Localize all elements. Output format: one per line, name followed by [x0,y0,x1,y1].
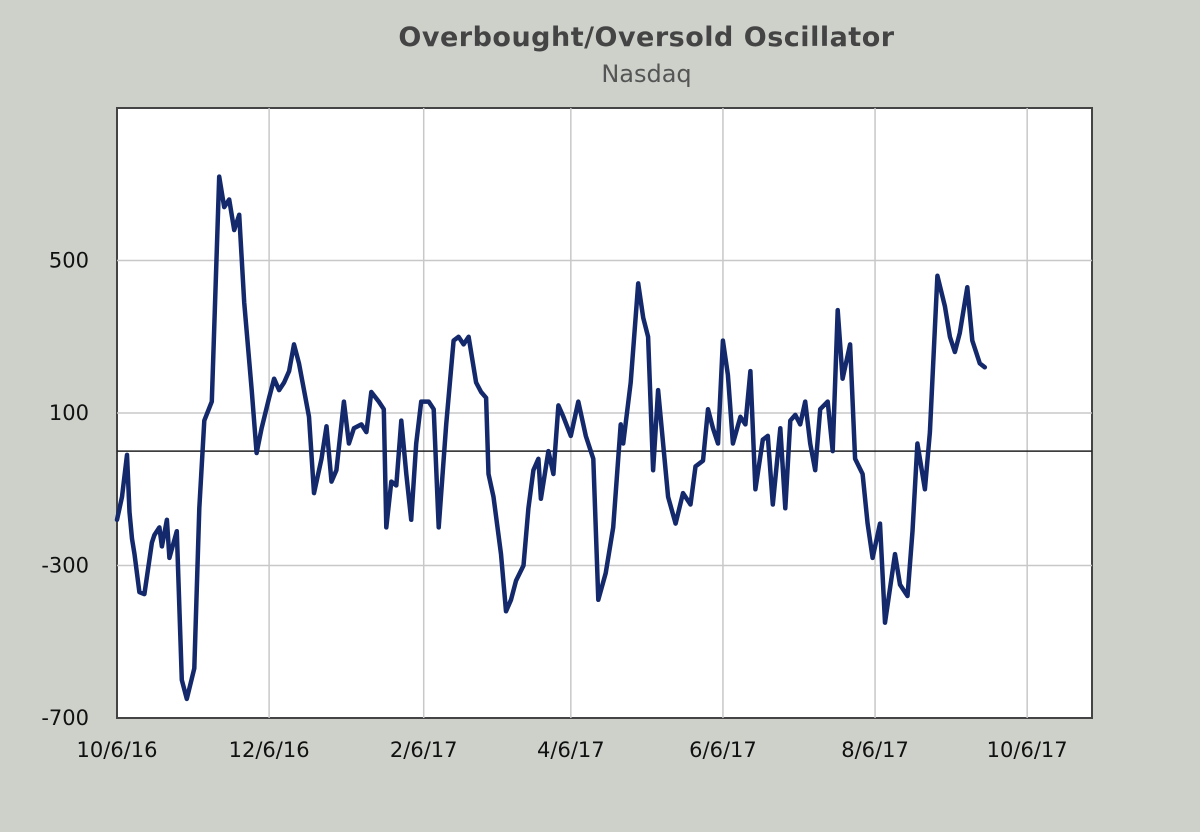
x-tick-label: 12/6/16 [229,738,310,762]
chart-title: Overbought/Oversold Oscillator [398,22,895,53]
y-tick-label: -300 [41,554,89,578]
y-tick-label: -700 [41,706,89,730]
series-line-nasdaq [114,174,988,702]
chart-subtitle: Nasdaq [601,60,692,88]
x-tick-label: 6/6/17 [689,738,757,762]
x-tick-label: 2/6/17 [390,738,458,762]
x-tick-label: 10/6/16 [77,738,158,762]
x-tick-label: 8/6/17 [841,738,909,762]
x-tick-label: 10/6/17 [987,738,1068,762]
y-tick-label: 100 [49,401,89,425]
y-tick-label: 500 [49,249,89,273]
x-tick-label: 4/6/17 [537,738,605,762]
